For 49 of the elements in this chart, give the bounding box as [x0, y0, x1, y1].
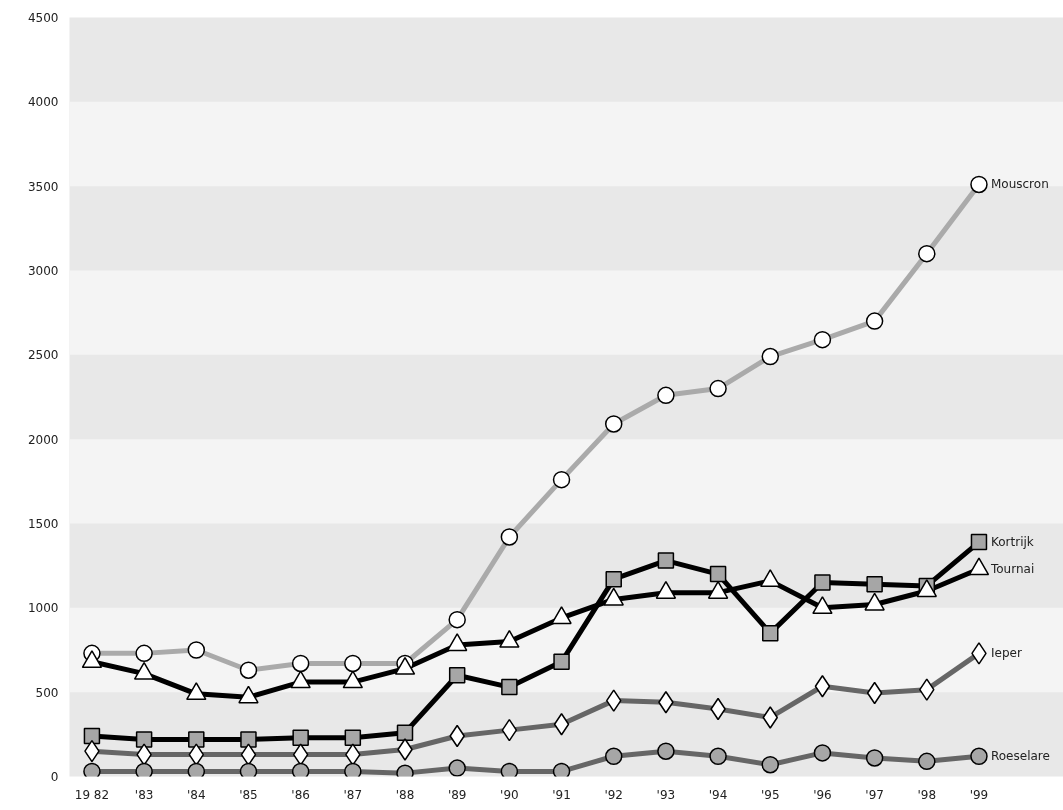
y-tick-label: 2500 [27, 348, 59, 363]
x-tick-label: '88 [395, 787, 415, 802]
point [292, 729, 309, 746]
series-label: Ieper [990, 646, 1022, 661]
point [448, 667, 466, 684]
series-label: Kortrijk [990, 535, 1034, 550]
series-label: Roeselare [990, 749, 1050, 764]
point [501, 678, 518, 696]
x-tick-label: '93 [656, 787, 676, 802]
x-tick-label: '89 [447, 787, 467, 802]
point [396, 724, 414, 741]
y-tick-label: 500 [35, 685, 59, 700]
y-tick-label: 2000 [27, 432, 59, 447]
x-tick-label: '84 [187, 787, 206, 802]
series-label: Tournai [989, 562, 1035, 577]
series-label: Mouscron [990, 177, 1049, 192]
point [970, 533, 988, 551]
y-tick-label: 4000 [27, 95, 59, 110]
x-tick-label: '99 [969, 787, 989, 802]
point [605, 570, 622, 588]
point [762, 624, 779, 642]
y-tick-label: 1000 [27, 601, 59, 616]
point [657, 552, 675, 569]
x-tick-label: '90 [500, 787, 519, 802]
point [709, 565, 727, 583]
point [135, 731, 153, 748]
x-tick-label: '91 [552, 787, 571, 802]
y-tick-label: 0 [50, 770, 59, 784]
y-tick-label: 3500 [27, 179, 59, 194]
y-tick-label: 1500 [27, 517, 59, 531]
x-tick-label: 19 82 [74, 787, 110, 802]
x-tick-label: '95 [760, 787, 780, 802]
x-tick-label: '87 [343, 787, 363, 802]
point [188, 731, 205, 748]
x-tick-label: '86 [291, 787, 310, 802]
x-tick-label: '96 [813, 787, 832, 802]
point [344, 729, 362, 746]
point [866, 575, 883, 593]
x-tick-label: '85 [239, 787, 258, 802]
point [240, 731, 257, 748]
y-tick-label: 4500 [27, 11, 59, 25]
x-tick-label: '94 [708, 787, 728, 802]
x-tick-label: '98 [917, 787, 937, 802]
x-tick-label: '92 [604, 787, 624, 802]
x-tick-label: '97 [865, 787, 884, 802]
point [553, 653, 570, 671]
point [814, 574, 831, 591]
y-tick-label: 3000 [27, 264, 59, 278]
x-tick-label: '83 [134, 787, 154, 802]
